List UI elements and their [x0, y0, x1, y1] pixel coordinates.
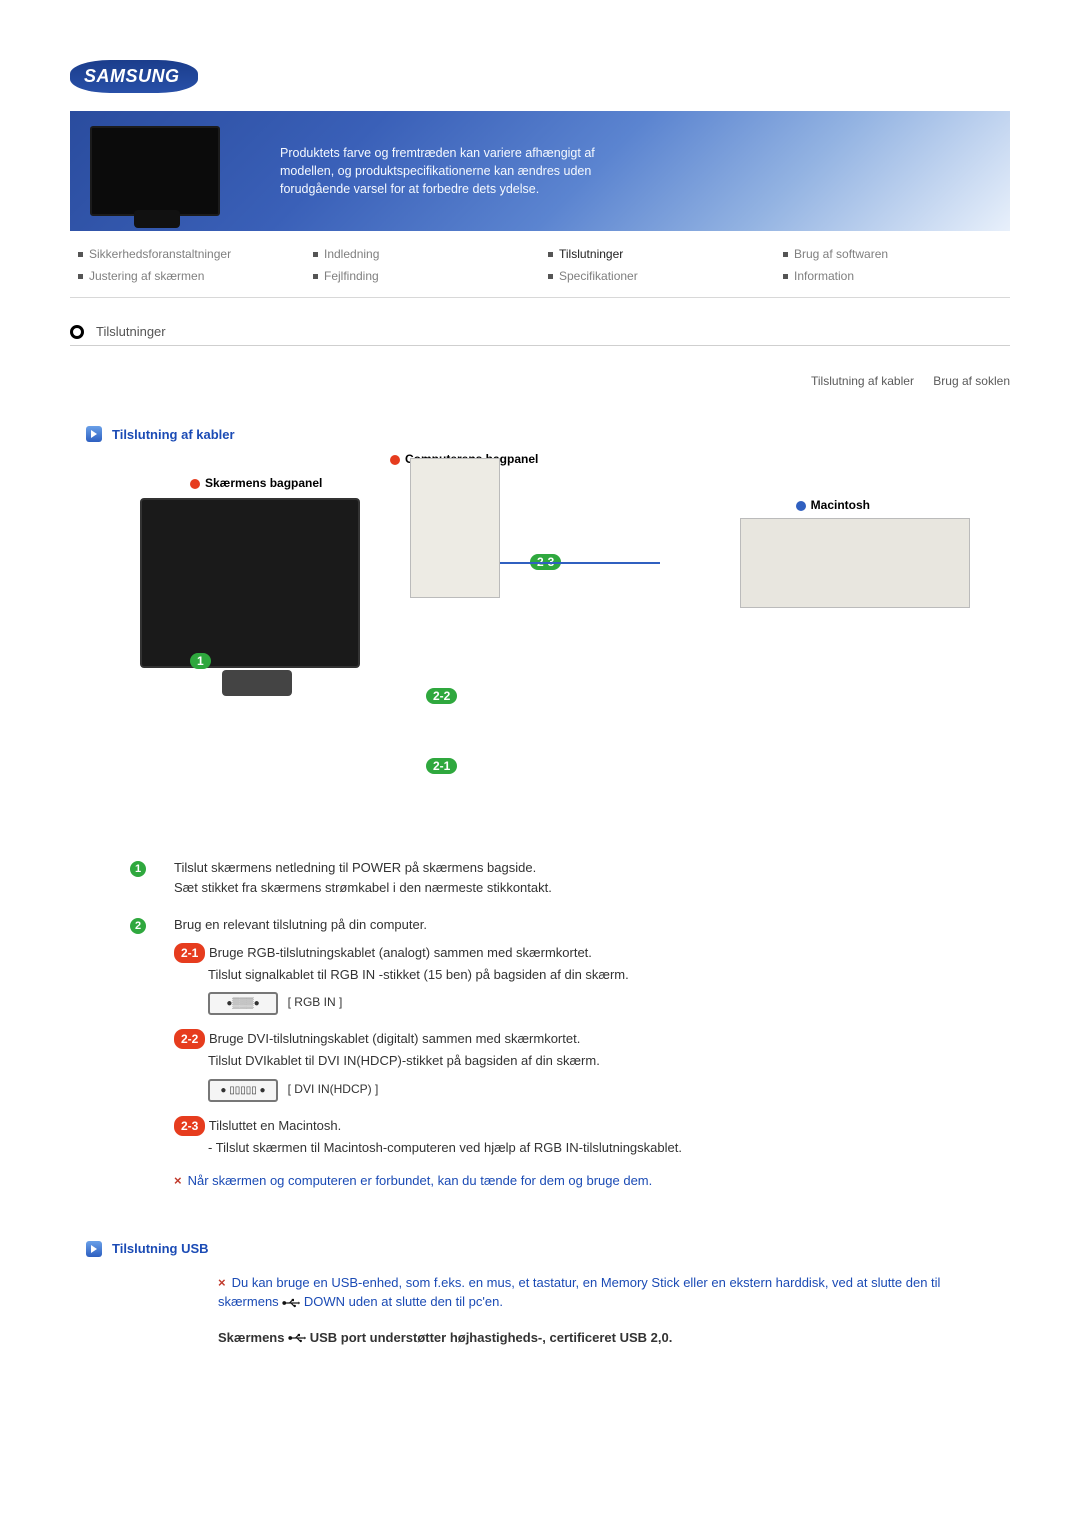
- sublink-bar: Tilslutning af kabler Brug af soklen: [70, 374, 1010, 388]
- step1-line1: Tilslut skærmens netledning til POWER på…: [174, 858, 970, 878]
- usb-block: ×Du kan bruge en USB-enhed, som f.eks. e…: [130, 1273, 970, 1348]
- substep21-l1: Bruge RGB-tilslutningskablet (analogt) s…: [209, 945, 592, 960]
- step-1: 1 Tilslut skærmens netledning til POWER …: [130, 858, 970, 897]
- dvi-port-graphic: ● ▯▯▯▯▯ ●: [208, 1079, 278, 1102]
- substep-badge: 2-1: [174, 943, 205, 963]
- nav-item[interactable]: Justering af skærmen: [70, 265, 305, 287]
- sublink[interactable]: Tilslutning af kabler: [811, 374, 914, 388]
- usb-icon: [288, 1328, 306, 1340]
- main-nav: Sikkerhedsforanstaltninger Indledning Ti…: [70, 231, 1010, 293]
- substep-23: 2-3 Tilsluttet en Macintosh. - Tilslut s…: [174, 1116, 970, 1158]
- substep23-l1: Tilsluttet en Macintosh.: [209, 1118, 341, 1133]
- warn-x-icon: ×: [218, 1275, 226, 1290]
- samsung-logo: SAMSUNG: [70, 60, 198, 93]
- substep21-l2: Tilslut signalkablet til RGB IN -stikket…: [174, 965, 970, 985]
- diagram-badge-21: 2-1: [426, 758, 457, 774]
- usb-icon: [282, 1292, 300, 1304]
- nav-item[interactable]: Information: [775, 265, 1010, 287]
- banner-monitor-graphic: [90, 126, 220, 216]
- step-2: 2 Brug en relevant tilslutning på din co…: [130, 915, 970, 1191]
- step-num-icon: 1: [130, 861, 146, 877]
- page-tab: Tilslutninger: [70, 324, 1010, 346]
- section-heading-cables: Tilslutning af kabler: [86, 426, 1010, 442]
- banner-text: Produktets farve og fremtræden kan varie…: [280, 144, 620, 198]
- usb-warning: ×Du kan bruge en USB-enhed, som f.eks. e…: [218, 1273, 970, 1312]
- rgb-port-graphic: ●▒▒▒●: [208, 992, 278, 1015]
- usb-bold-note: Skærmens USB port understøtter højhastig…: [130, 1328, 970, 1348]
- substep-badge: 2-2: [174, 1029, 205, 1049]
- substep22-l1: Bruge DVI-tilslutningskablet (digitalt) …: [209, 1031, 580, 1046]
- tab-label: Tilslutninger: [96, 324, 166, 339]
- nav-item[interactable]: Specifikationer: [540, 265, 775, 287]
- nav-item-active[interactable]: Tilslutninger: [540, 243, 775, 265]
- label-monitor: Skærmens bagpanel: [190, 476, 322, 490]
- hero-banner: Produktets farve og fremtræden kan varie…: [70, 111, 1010, 231]
- step-num-icon: 2: [130, 918, 146, 934]
- nav-divider: [70, 297, 1010, 298]
- step2-warning: ×Når skærmen og computeren er forbundet,…: [174, 1171, 970, 1191]
- diagram-badge-1: 1: [190, 653, 211, 669]
- step1-line2: Sæt stikket fra skærmens strømkabel i de…: [174, 878, 970, 898]
- warn-x-icon: ×: [174, 1173, 182, 1188]
- label-mac: Macintosh: [796, 498, 870, 512]
- nav-item[interactable]: Sikkerhedsforanstaltninger: [70, 243, 305, 265]
- nav-item[interactable]: Fejlfinding: [305, 265, 540, 287]
- computer-panel-graphic: [410, 458, 500, 598]
- tab-dot-icon: [70, 325, 84, 339]
- nav-item[interactable]: Indledning: [305, 243, 540, 265]
- diagram-badge-22: 2-2: [426, 688, 457, 704]
- dvi-port-label: [ DVI IN(HDCP) ]: [288, 1082, 379, 1096]
- substep-22: 2-2 Bruge DVI-tilslutningskablet (digita…: [174, 1029, 970, 1102]
- instructions: 1 Tilslut skærmens netledning til POWER …: [130, 858, 970, 1191]
- mac-graphic: [740, 518, 970, 608]
- arrow-icon: [86, 426, 102, 442]
- arrow-icon: [86, 1241, 102, 1257]
- substep22-l2: Tilslut DVIkablet til DVI IN(HDCP)-stikk…: [174, 1051, 970, 1071]
- section-title: Tilslutning af kabler: [112, 427, 235, 442]
- nav-item[interactable]: Brug af softwaren: [775, 243, 1010, 265]
- rgb-port-label: [ RGB IN ]: [288, 995, 343, 1009]
- sublink[interactable]: Brug af soklen: [933, 374, 1010, 388]
- section-title-usb: Tilslutning USB: [112, 1241, 209, 1256]
- monitor-graphic: [140, 498, 360, 668]
- substep-21: 2-1 Bruge RGB-tilslutningskablet (analog…: [174, 943, 970, 1016]
- step2-intro: Brug en relevant tilslutning på din comp…: [174, 915, 970, 935]
- substep23-l2: - Tilslut skærmen til Macintosh-computer…: [174, 1138, 970, 1158]
- connection-diagram: Skærmens bagpanel Computerens bagpanel M…: [130, 458, 970, 818]
- substep-badge: 2-3: [174, 1116, 205, 1136]
- section-heading-usb: Tilslutning USB: [86, 1241, 1010, 1257]
